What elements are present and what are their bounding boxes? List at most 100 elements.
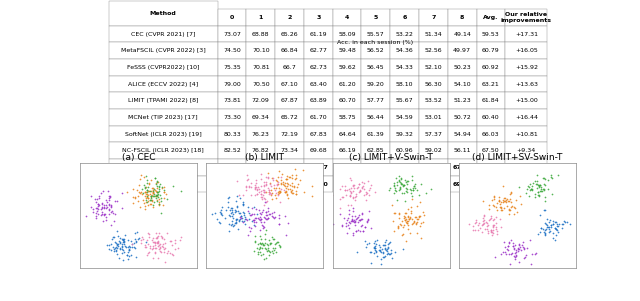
Point	[550, 219, 561, 224]
Point	[553, 223, 563, 228]
Text: Acc. in each session (%): Acc. in each session (%)	[337, 40, 413, 45]
Point	[540, 207, 550, 212]
Point	[156, 246, 166, 250]
Point	[117, 237, 127, 242]
Point	[348, 233, 358, 238]
Point	[361, 191, 371, 196]
Point	[140, 244, 150, 249]
Point	[347, 219, 357, 224]
Point	[146, 196, 156, 200]
Point	[118, 238, 129, 243]
Point	[263, 174, 273, 179]
Point	[386, 247, 396, 252]
Point	[142, 200, 152, 205]
Point	[488, 218, 498, 222]
Point	[256, 172, 266, 177]
Point	[383, 241, 394, 246]
Point	[158, 242, 168, 247]
Point	[395, 222, 405, 227]
Point	[486, 228, 496, 233]
Point	[150, 241, 160, 246]
Point	[255, 244, 265, 249]
Point	[243, 204, 253, 209]
Point	[397, 191, 407, 195]
Point	[129, 231, 140, 236]
Point	[529, 195, 540, 200]
Point	[276, 182, 286, 187]
Point	[266, 192, 276, 197]
Point	[212, 216, 222, 221]
Point	[140, 186, 150, 191]
Point	[410, 182, 420, 187]
Point	[539, 207, 549, 212]
Point	[142, 178, 152, 182]
Point	[465, 222, 475, 227]
Point	[88, 207, 98, 212]
Point	[220, 216, 230, 221]
Point	[494, 194, 504, 199]
Point	[340, 183, 351, 188]
Point	[419, 213, 429, 218]
Point	[489, 194, 499, 199]
Point	[147, 186, 157, 191]
Point	[401, 210, 412, 215]
Point	[543, 186, 553, 191]
Point	[273, 175, 283, 180]
Point	[404, 216, 414, 221]
Point	[387, 256, 397, 260]
Point	[360, 224, 371, 229]
Point	[353, 185, 364, 189]
Point	[544, 226, 554, 231]
Point	[255, 240, 266, 245]
Point	[260, 182, 271, 187]
Point	[491, 220, 501, 225]
Point	[280, 189, 290, 194]
Point	[275, 243, 285, 248]
Point	[264, 189, 274, 194]
Point	[398, 183, 408, 188]
Point	[511, 248, 522, 253]
Point	[394, 179, 404, 184]
Point	[356, 185, 367, 190]
Point	[518, 255, 529, 260]
Point	[254, 241, 264, 246]
Point	[230, 221, 240, 226]
Point	[143, 250, 153, 255]
Point	[139, 182, 149, 187]
Point	[280, 183, 290, 188]
Point	[346, 186, 356, 191]
Point	[140, 190, 150, 194]
Point	[154, 196, 164, 201]
Point	[343, 222, 353, 227]
Point	[408, 186, 419, 191]
Point	[408, 188, 418, 192]
Point	[355, 188, 365, 193]
Point	[295, 178, 305, 182]
Point	[147, 199, 157, 204]
Point	[260, 215, 271, 220]
Point	[349, 219, 359, 224]
Point	[255, 253, 266, 257]
Point	[401, 216, 411, 221]
Point	[223, 204, 233, 209]
Point	[406, 205, 416, 209]
Point	[143, 198, 153, 203]
Point	[292, 184, 302, 189]
Point	[554, 222, 564, 226]
Point	[160, 259, 170, 264]
Point	[119, 240, 129, 244]
Point	[156, 250, 166, 255]
Point	[396, 175, 406, 180]
Point	[510, 255, 520, 259]
Point	[273, 193, 283, 197]
Point	[262, 217, 273, 222]
Point	[253, 216, 263, 221]
Point	[479, 213, 489, 218]
Point	[552, 224, 562, 229]
Point	[94, 195, 104, 200]
Point	[136, 240, 147, 245]
Point	[131, 254, 141, 259]
Point	[405, 216, 415, 220]
Point	[108, 219, 118, 224]
Point	[380, 242, 390, 247]
